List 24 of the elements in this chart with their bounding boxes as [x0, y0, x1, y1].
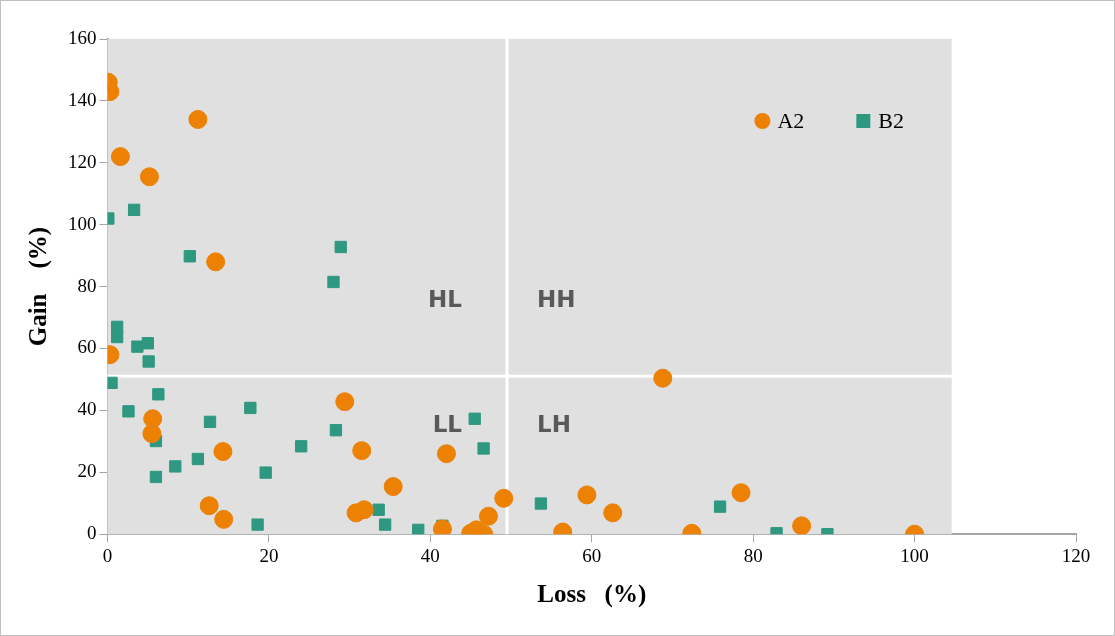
y-tick-label: 40 — [77, 398, 97, 420]
x-tick-label: 40 — [420, 544, 440, 566]
x-axis-title: Loss (%) — [537, 580, 647, 609]
y-tick-label: 140 — [68, 88, 97, 110]
y-tick-label: 20 — [77, 460, 97, 482]
y-tick-label: 60 — [77, 336, 97, 358]
x-tick-label: 80 — [743, 544, 763, 566]
y-tick-label: 100 — [68, 212, 97, 234]
legend-label: B2 — [878, 107, 905, 133]
y-tick-label: 160 — [68, 26, 97, 48]
x-tick-label: 60 — [582, 544, 602, 566]
annotation: HL — [428, 286, 463, 313]
annotation: LH — [537, 411, 571, 438]
legend-label: A2 — [777, 107, 805, 133]
y-axis-title: Gain (%) — [24, 226, 53, 347]
annotation: LL — [432, 411, 463, 438]
x-tick-label: 100 — [900, 544, 929, 566]
y-tick-label: 80 — [77, 274, 97, 296]
x-tick-label: 0 — [102, 544, 113, 566]
y-tick-label: 120 — [68, 150, 97, 172]
x-tick-label: 20 — [259, 544, 279, 566]
annotation: HH — [537, 286, 576, 313]
y-tick-label: 0 — [87, 522, 97, 544]
x-tick-label: 120 — [1061, 544, 1091, 566]
